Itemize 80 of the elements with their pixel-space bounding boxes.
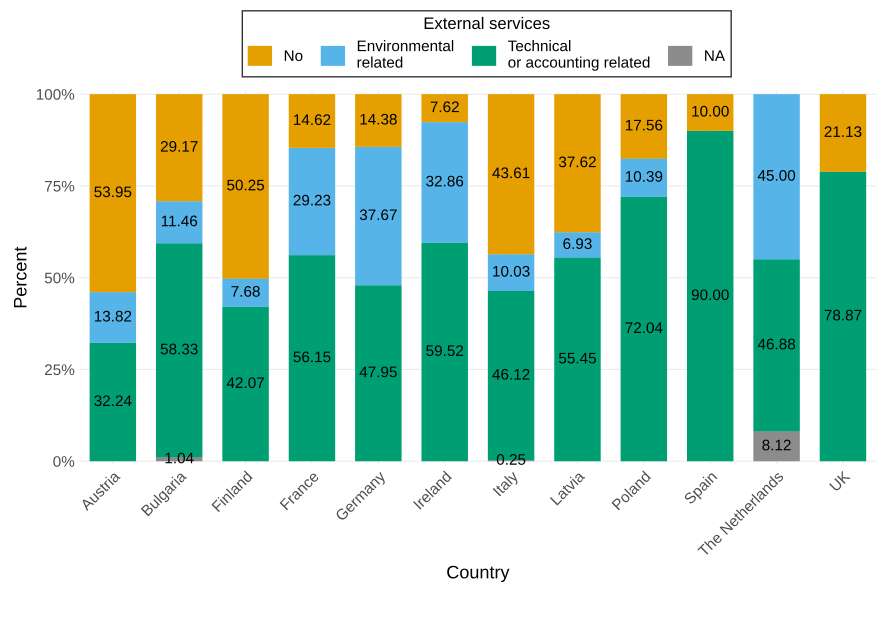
y-axis-title: Percent: [14, 246, 27, 308]
bar: [288, 255, 336, 462]
bar: [421, 94, 468, 122]
data-label: 14.62: [294, 114, 330, 126]
data-label: 8.12: [762, 440, 791, 450]
data-label: 17.56: [626, 120, 662, 131]
bar: [753, 431, 800, 462]
data-label: 46.88: [758, 338, 796, 350]
bar: [620, 158, 668, 197]
data-label: 42.07: [226, 377, 264, 388]
data-label: 7.62: [430, 101, 459, 112]
data-label: 14.38: [360, 114, 397, 125]
bar: [288, 148, 336, 256]
y-tick-label: 0%: [53, 456, 74, 467]
data-label: 11.46: [162, 216, 198, 226]
bar: [554, 232, 601, 258]
bar: [686, 94, 734, 131]
data-label: 46.12: [492, 368, 530, 380]
y-tick-label: 75%: [44, 180, 74, 192]
data-label: 10.00: [692, 106, 729, 117]
x-tick-label: UK: [829, 470, 851, 492]
legend-title: External services: [424, 16, 550, 30]
data-label: 78.87: [824, 310, 862, 321]
bar: [620, 196, 668, 462]
bar: [90, 292, 136, 343]
bar: [222, 94, 269, 279]
data-label: 43.61: [492, 167, 530, 178]
bar: [554, 258, 601, 462]
y-tick-label: 50%: [44, 272, 74, 284]
data-label: 13.82: [94, 310, 132, 322]
legend-label: NA: [705, 50, 726, 61]
data-label: 21.13: [824, 126, 862, 138]
data-label: 47.95: [360, 366, 397, 378]
x-axis-title: Country: [447, 566, 510, 582]
bar: [421, 242, 468, 462]
bar: [355, 146, 402, 286]
data-label: 56.15: [293, 351, 330, 362]
data-label: 10.39: [626, 170, 662, 182]
data-label: 59.52: [426, 345, 464, 356]
data-label: 37.67: [360, 209, 397, 220]
bar: [620, 94, 668, 159]
x-tick-label: Italy: [492, 470, 522, 499]
bar: [90, 94, 136, 292]
bar: [753, 259, 800, 432]
bar: [222, 278, 269, 307]
data-label: 37.62: [558, 156, 596, 168]
bar: [488, 94, 534, 254]
legend-label: Technical or accounting related: [508, 40, 650, 71]
data-label: 45.00: [758, 170, 796, 181]
data-label: 90.00: [692, 289, 729, 300]
legend-label: No: [284, 50, 302, 62]
bar: [156, 94, 202, 202]
data-label: 7.68: [232, 286, 260, 297]
data-label: 58.33: [160, 344, 198, 354]
data-label: 50.25: [227, 180, 264, 190]
y-tick-label: 25%: [44, 364, 74, 376]
bar: [686, 130, 734, 462]
data-label: 29.17: [160, 140, 198, 152]
data-label: 10.03: [493, 266, 530, 277]
y-tick-label: 100%: [36, 89, 74, 100]
data-label: 32.24: [94, 395, 132, 406]
bar: [288, 94, 336, 148]
bar: [820, 94, 866, 172]
data-label: 53.95: [94, 186, 132, 198]
data-label: 72.04: [626, 322, 663, 334]
bar: [753, 94, 800, 260]
data-label: 55.45: [558, 352, 596, 364]
bar: [554, 94, 601, 232]
data-label: 32.86: [426, 176, 464, 187]
bar: [820, 172, 866, 462]
bar: [355, 285, 402, 462]
data-label: 6.93: [563, 238, 592, 250]
bar: [488, 254, 534, 292]
bar: [156, 201, 202, 244]
bar: [421, 122, 468, 243]
bar: [90, 342, 136, 462]
bar: [222, 306, 269, 462]
data-label: 29.23: [294, 194, 330, 206]
legend-label: Environmental related: [358, 40, 454, 68]
bar: [355, 94, 402, 147]
